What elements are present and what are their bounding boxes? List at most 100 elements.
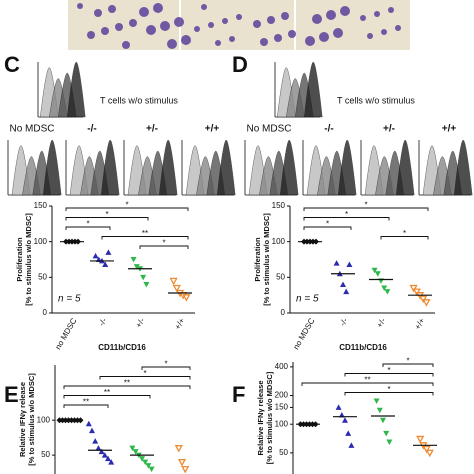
y-tick-label: 200: [275, 391, 289, 400]
cell: [94, 9, 102, 17]
point: [139, 456, 145, 462]
cell: [267, 16, 275, 24]
cell: [108, 5, 116, 13]
cell: [312, 14, 322, 24]
point: [169, 277, 178, 286]
point: [422, 445, 431, 454]
y-tick-label: 50: [279, 448, 288, 457]
cell: [87, 31, 95, 39]
cell: [167, 39, 177, 49]
y-tick-label: 50: [38, 272, 47, 281]
y-tick-label: 0: [281, 308, 286, 317]
group-label: +/-: [383, 124, 395, 135]
point: [333, 260, 340, 266]
point: [140, 274, 147, 281]
sig-star: *: [403, 229, 406, 238]
x-tick-label: -/-: [97, 316, 109, 327]
sig-star: **: [142, 229, 148, 238]
x-tick-label: no MDSC: [53, 316, 78, 351]
x-tick-label: +/-: [134, 316, 147, 329]
point: [371, 267, 378, 274]
y-tick-label: 100: [37, 415, 51, 424]
cell: [367, 33, 373, 39]
cell: [115, 23, 123, 31]
cell: [139, 7, 149, 17]
sig-bracket: [382, 363, 434, 367]
x-tick-label: +/+: [173, 316, 187, 331]
point: [384, 289, 391, 295]
cell: [274, 34, 282, 42]
cell: [101, 27, 109, 35]
sig-star: *: [164, 360, 167, 369]
hist-peak: [395, 139, 415, 196]
hist-peak: [279, 139, 299, 196]
y-tick-label: 50: [41, 450, 50, 459]
point: [98, 448, 105, 455]
point: [343, 288, 350, 295]
y-tick-label: 150: [34, 201, 48, 210]
header: T cells w/o stimulus: [100, 95, 178, 105]
point: [342, 417, 348, 423]
hist-peak: [100, 139, 120, 196]
point: [381, 285, 388, 292]
y-axis-label: [% to stimulus w/o MDSC]: [262, 213, 271, 306]
point: [374, 271, 381, 277]
y-tick-label: 100: [34, 237, 48, 246]
sig-star: **: [104, 388, 110, 397]
x-axis-label: CD11b/CD16: [98, 343, 146, 352]
point: [335, 404, 342, 410]
x-axis-label: CD11b/CD16: [339, 343, 387, 352]
point: [425, 449, 434, 458]
hist-peak: [337, 139, 357, 196]
point: [105, 455, 111, 462]
annotation: n = 5: [58, 294, 81, 305]
point: [412, 288, 421, 296]
sig-bracket: [303, 207, 429, 211]
hist-peak: [453, 139, 473, 196]
x-tick-label: no MDSC: [291, 316, 316, 351]
y-axis-label: [% to stimulus w/o MDSC]: [265, 371, 274, 464]
cell: [77, 3, 83, 9]
point: [419, 295, 428, 304]
point: [105, 249, 112, 255]
point: [416, 435, 425, 444]
panel-letter: C: [4, 52, 20, 77]
cell: [260, 38, 268, 46]
cell: [215, 40, 221, 46]
sig-star: *: [387, 385, 390, 394]
sig-bracket: [380, 236, 429, 240]
panel-letter: D: [232, 52, 248, 77]
cell: [229, 36, 235, 42]
sig-bracket: [303, 226, 352, 230]
y-tick-label: 400: [275, 362, 289, 371]
sig-star: *: [162, 239, 165, 248]
point: [340, 281, 346, 287]
hist-peak: [216, 139, 236, 196]
point: [172, 284, 181, 293]
annotation: n = 5: [296, 294, 319, 305]
point: [181, 465, 190, 474]
y-axis-label: [% to stimulus w/o MDSC]: [27, 373, 36, 466]
cell: [129, 19, 137, 27]
group-label: No MDSC: [246, 124, 291, 135]
y-tick-label: 100: [275, 419, 289, 428]
x-tick-label: +/+: [413, 316, 427, 331]
point: [409, 284, 418, 293]
point: [108, 459, 115, 465]
sig-star: *: [125, 201, 128, 210]
sig-bracket: [344, 392, 434, 396]
group-label: +/-: [146, 124, 158, 135]
sig-star: *: [86, 220, 89, 229]
sig-bracket: [344, 373, 434, 377]
point: [85, 420, 92, 427]
cell: [222, 18, 228, 24]
point: [383, 430, 390, 437]
y-axis-label: Relative IFNγ release: [256, 380, 265, 455]
sig-bracket: [141, 366, 191, 370]
point: [92, 438, 99, 444]
sig-star: **: [83, 398, 89, 407]
cell: [253, 20, 261, 28]
sig-bracket: [65, 226, 111, 230]
y-tick-label: 150: [275, 403, 289, 412]
point: [95, 445, 102, 451]
